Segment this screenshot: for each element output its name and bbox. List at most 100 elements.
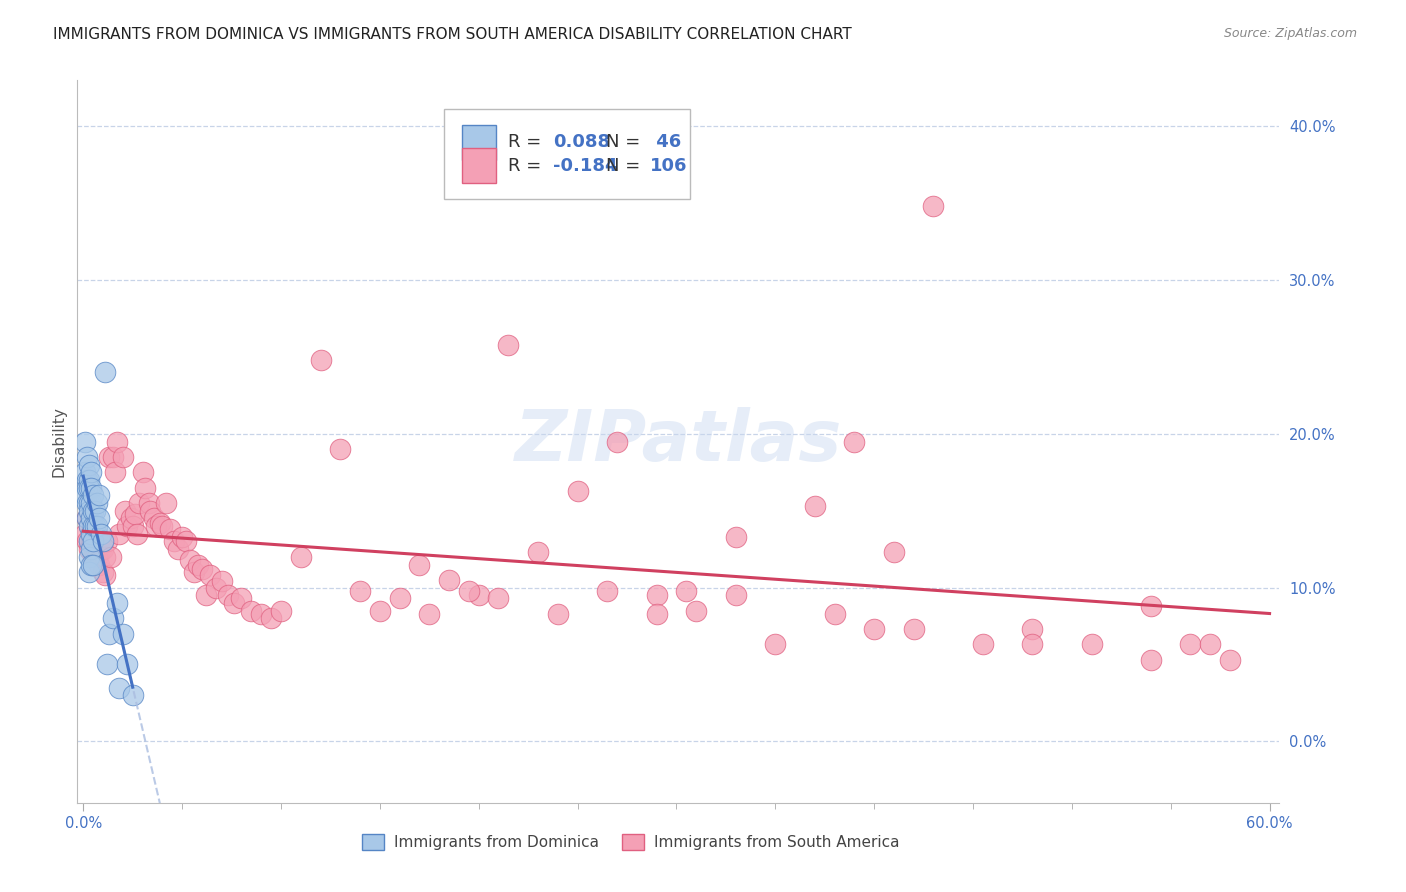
- Point: [75, 488, 97, 502]
- Point: [82, 488, 104, 502]
- Point: [90, 526, 112, 541]
- Point: [101, 611, 124, 625]
- Point: [77, 473, 100, 487]
- Point: [231, 591, 253, 606]
- Y-axis label: Disability: Disability: [51, 406, 66, 477]
- Point: [804, 499, 827, 513]
- Point: [204, 581, 226, 595]
- Point: [75, 465, 97, 479]
- Point: [606, 434, 628, 449]
- Point: [1021, 637, 1043, 651]
- Point: [86, 549, 108, 564]
- Bar: [463, 148, 496, 183]
- Point: [108, 526, 131, 541]
- Point: [167, 542, 190, 557]
- Point: [1140, 599, 1163, 613]
- Point: [75, 434, 97, 449]
- Point: [408, 558, 430, 572]
- Point: [191, 562, 214, 576]
- Point: [172, 530, 194, 544]
- Point: [111, 626, 134, 640]
- Point: [82, 549, 104, 564]
- Point: [77, 519, 100, 533]
- Point: [134, 481, 156, 495]
- Point: [222, 596, 245, 610]
- Point: [567, 483, 589, 498]
- Text: 0.088: 0.088: [554, 134, 610, 152]
- Point: [96, 657, 118, 672]
- Point: [94, 365, 117, 379]
- Point: [80, 558, 103, 572]
- Point: [724, 588, 747, 602]
- Point: [1080, 637, 1102, 651]
- Point: [80, 481, 103, 495]
- Point: [1140, 653, 1163, 667]
- Point: [179, 553, 201, 567]
- Point: [111, 450, 134, 464]
- Point: [1021, 622, 1043, 636]
- Point: [84, 549, 107, 564]
- Point: [309, 353, 332, 368]
- Point: [844, 434, 866, 449]
- Point: [437, 573, 460, 587]
- Point: [82, 558, 104, 572]
- Point: [77, 519, 100, 533]
- Point: [131, 465, 153, 479]
- Point: [143, 511, 166, 525]
- Point: [467, 588, 489, 602]
- Point: [76, 450, 98, 464]
- Point: [270, 604, 292, 618]
- Point: [145, 519, 167, 533]
- Point: [596, 583, 619, 598]
- Point: [82, 504, 104, 518]
- Point: [240, 604, 263, 618]
- Point: [250, 607, 273, 621]
- Point: [96, 534, 118, 549]
- Text: IMMIGRANTS FROM DOMINICA VS IMMIGRANTS FROM SOUTH AMERICA DISABILITY CORRELATION: IMMIGRANTS FROM DOMINICA VS IMMIGRANTS F…: [53, 27, 852, 42]
- Point: [91, 534, 114, 549]
- Point: [527, 545, 550, 559]
- Point: [388, 591, 411, 606]
- Point: [159, 522, 181, 536]
- Point: [139, 504, 162, 518]
- Point: [150, 519, 173, 533]
- Point: [105, 434, 128, 449]
- Point: [84, 504, 107, 518]
- Point: [86, 519, 108, 533]
- Text: R =: R =: [508, 156, 547, 175]
- Point: [84, 519, 107, 533]
- Text: -0.184: -0.184: [554, 156, 617, 175]
- Point: [115, 657, 138, 672]
- Point: [86, 496, 108, 510]
- Point: [80, 465, 103, 479]
- Point: [115, 519, 138, 533]
- Point: [645, 588, 668, 602]
- Point: [187, 558, 209, 572]
- Point: [86, 526, 108, 541]
- Point: [547, 607, 569, 621]
- Point: [488, 591, 510, 606]
- Point: [198, 568, 221, 582]
- Point: [104, 465, 127, 479]
- Point: [128, 496, 150, 510]
- Point: [498, 337, 520, 351]
- Point: [724, 530, 747, 544]
- Point: [82, 519, 104, 533]
- Point: [121, 688, 143, 702]
- Point: [108, 681, 131, 695]
- Point: [87, 534, 110, 549]
- Point: [101, 450, 124, 464]
- Point: [77, 549, 100, 564]
- Point: [90, 542, 112, 557]
- Text: Source: ZipAtlas.com: Source: ZipAtlas.com: [1223, 27, 1357, 40]
- Point: [87, 511, 110, 525]
- Point: [155, 496, 177, 510]
- Text: 106: 106: [650, 156, 688, 175]
- Point: [87, 558, 110, 572]
- Point: [138, 496, 160, 510]
- Point: [87, 488, 110, 502]
- Point: [120, 511, 142, 525]
- Point: [82, 534, 104, 549]
- Point: [418, 607, 440, 621]
- Point: [75, 526, 97, 541]
